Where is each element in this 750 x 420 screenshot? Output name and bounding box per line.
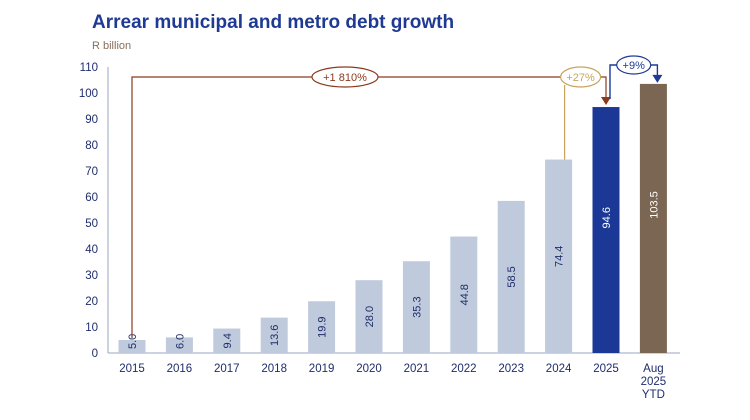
x-category-label: 2016	[167, 363, 193, 375]
bar	[639, 83, 667, 354]
bar-value-label: 103.5	[648, 191, 660, 219]
bar	[497, 200, 525, 353]
bar	[260, 317, 288, 353]
bar-value-label: 13.6	[269, 325, 281, 346]
bar	[308, 301, 336, 353]
arrowhead-icon	[652, 74, 663, 83]
bar-value-label: 19.9	[317, 316, 329, 337]
bar-value-label: 74.4	[554, 246, 566, 267]
x-category-label: 2017	[214, 363, 240, 375]
bar	[450, 236, 478, 353]
x-category-label: 2018	[261, 363, 287, 375]
bar-value-label: 35.3	[411, 296, 423, 317]
y-tick-label: 0	[92, 348, 98, 360]
annotation-label: +9%	[623, 60, 646, 72]
y-tick-label: 60	[85, 192, 98, 204]
annotation-bubble	[559, 66, 602, 88]
bar	[545, 159, 573, 353]
annotation-bubble	[616, 55, 652, 75]
y-tick-label: 10	[85, 322, 98, 334]
y-tick-label: 50	[85, 218, 98, 230]
x-category-label: 2024	[546, 363, 572, 375]
x-category-label: 2021	[404, 363, 430, 375]
y-tick-label: 30	[85, 270, 98, 282]
x-category-label: 2019	[309, 363, 335, 375]
x-category-label: 2015	[119, 363, 145, 375]
bar	[402, 261, 430, 353]
bar-value-label: 94.6	[601, 207, 613, 228]
bar	[592, 107, 620, 353]
annotation-bubble	[311, 66, 379, 88]
bar-value-label: 5.0	[127, 334, 139, 349]
y-tick-label: 100	[79, 88, 98, 100]
bar	[118, 340, 146, 353]
x-category-label: 2022	[451, 363, 477, 375]
y-tick-label: 110	[80, 62, 98, 74]
y-tick-label: 90	[85, 114, 98, 126]
y-tick-label: 20	[85, 296, 98, 308]
y-tick-label: 40	[85, 244, 98, 256]
x-category-label: 2023	[498, 363, 524, 375]
x-category-label: 2025	[593, 363, 619, 375]
y-tick-label: 70	[85, 166, 98, 178]
y-unit-label: R billion	[92, 40, 132, 52]
x-category-label: Aug 2025 YTD	[641, 363, 667, 401]
annotation-label: +1 810%	[323, 72, 367, 84]
bar-value-label: 28.0	[364, 306, 376, 327]
bar	[165, 337, 193, 353]
y-tick-label: 80	[85, 140, 98, 152]
bar-value-label: 6.0	[174, 334, 186, 349]
bar-value-label: 58.5	[506, 266, 518, 287]
chart-title: Arrear municipal and metro debt growth	[92, 12, 455, 33]
arrowhead-icon	[601, 97, 611, 106]
annotation-label: +27%	[566, 72, 595, 84]
x-category-label: 2020	[356, 363, 382, 375]
bar	[355, 280, 383, 353]
bar-value-label: 44.8	[459, 284, 471, 305]
bar	[213, 328, 241, 353]
bar-value-label: 9.4	[222, 333, 234, 348]
